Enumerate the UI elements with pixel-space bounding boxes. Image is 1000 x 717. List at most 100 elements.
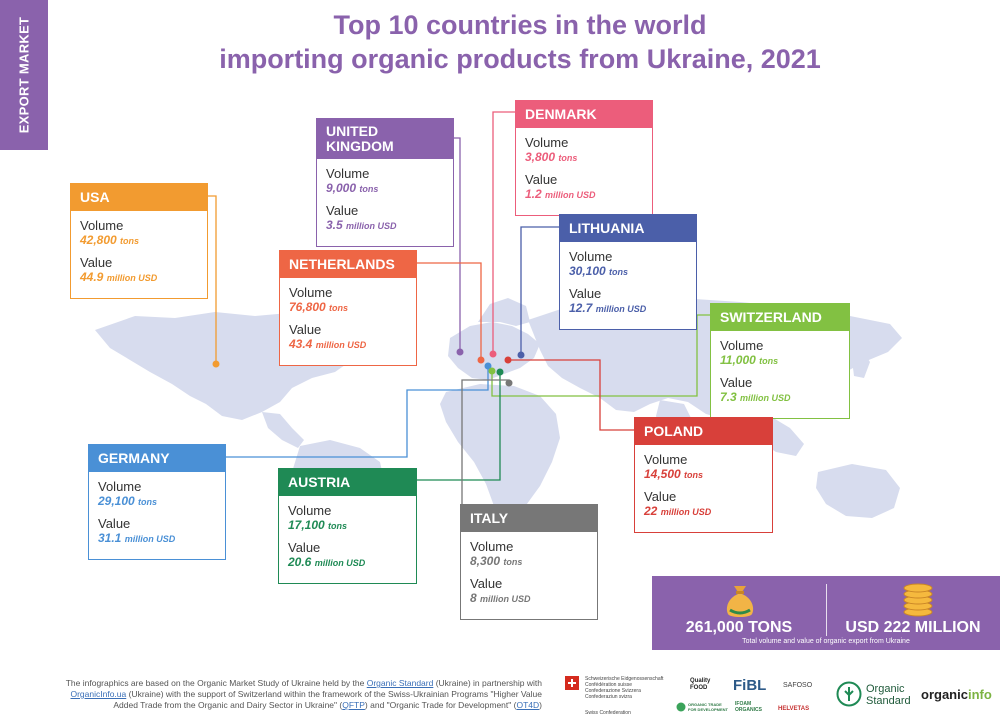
netherlands-value-unit: million USD bbox=[315, 340, 367, 350]
volume-label: Volume bbox=[289, 285, 333, 300]
germany-volume-unit: tons bbox=[138, 497, 158, 507]
switzerland-card: SWITZERLAND Volume 11,000 tons Value 7.3… bbox=[710, 303, 850, 419]
switzerland-name: SWITZERLAND bbox=[711, 304, 849, 331]
netherlands-value: 43.4 bbox=[289, 337, 313, 351]
value-label: Value bbox=[288, 540, 321, 555]
denmark-volume: 3,800 bbox=[525, 150, 556, 164]
italy-volume: 8,300 bbox=[470, 554, 501, 568]
organicinfo-part: info bbox=[967, 687, 992, 702]
swiss-flag-icon bbox=[565, 676, 579, 690]
denmark-volume-unit: tons bbox=[558, 153, 578, 163]
value-label: Value bbox=[289, 322, 322, 337]
volume-label: Volume bbox=[720, 338, 764, 353]
italy-value: 8 bbox=[470, 591, 477, 605]
totals-divider bbox=[826, 584, 827, 636]
germany-value: 31.1 bbox=[98, 531, 122, 545]
value-label: Value bbox=[326, 203, 359, 218]
austria-value: 20.6 bbox=[288, 555, 312, 569]
austria-marker bbox=[496, 368, 504, 376]
austria-volume-unit: tons bbox=[328, 521, 348, 531]
footer-text-part: The infographics are based on the Organi… bbox=[65, 678, 367, 688]
italy-name: ITALY bbox=[461, 505, 597, 532]
germany-marker bbox=[484, 362, 492, 370]
usa-name: USA bbox=[71, 184, 207, 211]
volume-label: Volume bbox=[644, 452, 688, 467]
austria-volume: 17,100 bbox=[288, 518, 325, 532]
italy-value-unit: million USD bbox=[480, 594, 531, 604]
ifoam-logo: IFOAM ORGANICS bbox=[735, 701, 762, 713]
footer-text: The infographics are based on the Organi… bbox=[52, 678, 542, 711]
italy-marker bbox=[505, 379, 513, 387]
usa-volume: 42,800 bbox=[80, 233, 117, 247]
volume-label: Volume bbox=[569, 249, 613, 264]
organic-trade-text: ORGANIC TRADE FOR DEVELOPMENT bbox=[688, 702, 729, 712]
usa-marker bbox=[212, 360, 220, 368]
lithuania-leader bbox=[520, 226, 559, 355]
italy-card: ITALY Volume 8,300 tons Value 8 million … bbox=[460, 504, 598, 620]
austria-leader bbox=[416, 372, 501, 481]
volume-label: Volume bbox=[326, 166, 370, 181]
organicinfo-link[interactable]: OrganicInfo.ua bbox=[70, 689, 127, 699]
volume-label: Volume bbox=[288, 503, 332, 518]
usa-value: 44.9 bbox=[80, 270, 104, 284]
organic-standard-emblem-icon bbox=[836, 681, 862, 707]
netherlands-volume: 76,800 bbox=[289, 300, 326, 314]
coin-stack-icon bbox=[903, 583, 933, 617]
japan-shape bbox=[852, 350, 870, 378]
lithuania-volume-unit: tons bbox=[609, 267, 629, 277]
denmark-value-unit: million USD bbox=[545, 190, 596, 200]
swiss-logo-line: Confédération suisse bbox=[585, 682, 632, 688]
lithuania-value: 12.7 bbox=[569, 301, 593, 315]
denmark-value: 1.2 bbox=[525, 187, 542, 201]
fibl-logo: FiBL bbox=[733, 677, 767, 694]
swiss-logo-line: Confederazione Svizzera bbox=[585, 688, 641, 694]
export-market-tab: EXPORT MARKET bbox=[0, 0, 48, 150]
organic-standard-link[interactable]: Organic Standard bbox=[366, 678, 434, 688]
money-bag-icon bbox=[726, 586, 754, 617]
denmark-name: DENMARK bbox=[516, 101, 652, 128]
netherlands-leader bbox=[416, 262, 482, 360]
scandinavia-shape bbox=[478, 298, 530, 326]
denmark-card: DENMARK Volume 3,800 tons Value 1.2 mill… bbox=[515, 100, 653, 216]
austria-value-unit: million USD bbox=[314, 558, 366, 568]
uk-volume: 9,000 bbox=[326, 181, 357, 195]
poland-marker bbox=[504, 356, 512, 364]
value-label: Value bbox=[720, 375, 753, 390]
organic-standard-line: Organic bbox=[866, 683, 905, 695]
footer-text-part: (Ukraine) in partnership with bbox=[433, 678, 542, 688]
ot4d-link[interactable]: OT4D bbox=[516, 700, 540, 710]
qftp-link[interactable]: QFTP bbox=[342, 700, 365, 710]
page-title-line2: importing organic products from Ukraine,… bbox=[219, 44, 821, 74]
poland-card: POLAND Volume 14,500 tons Value 22 milli… bbox=[634, 417, 773, 533]
poland-volume-unit: tons bbox=[684, 470, 704, 480]
usa-value-unit: million USD bbox=[106, 273, 158, 283]
denmark-leader bbox=[492, 111, 516, 354]
organicinfo-part: organic bbox=[921, 687, 968, 702]
italy-volume-unit: tons bbox=[503, 557, 523, 567]
volume-label: Volume bbox=[98, 479, 142, 494]
uk-value-unit: million USD bbox=[346, 221, 397, 231]
volume-label: Volume bbox=[470, 539, 514, 554]
usa-card: USA Volume 42,800 tons Value 44.9 millio… bbox=[70, 183, 208, 299]
germany-name: GERMANY bbox=[89, 445, 225, 472]
germany-card: GERMANY Volume 29,100 tons Value 31.1 mi… bbox=[88, 444, 226, 560]
netherlands-volume-unit: tons bbox=[329, 303, 349, 313]
value-label: Value bbox=[644, 489, 677, 504]
total-usd: USD 222 MILLION bbox=[845, 619, 981, 636]
poland-name: POLAND bbox=[635, 418, 772, 445]
switzerland-value: 7.3 bbox=[720, 390, 737, 404]
denmark-marker bbox=[489, 350, 497, 358]
value-label: Value bbox=[80, 255, 113, 270]
poland-value: 22 bbox=[644, 504, 658, 518]
safoso-logo: SAFOSO bbox=[783, 682, 813, 689]
value-label: Value bbox=[525, 172, 558, 187]
uk-name-line2: KINGDOM bbox=[326, 138, 394, 154]
central-america-shape bbox=[262, 412, 304, 448]
uk-value: 3.5 bbox=[326, 218, 343, 232]
uk-leader bbox=[452, 137, 461, 352]
austria-card: AUSTRIA Volume 17,100 tons Value 20.6 mi… bbox=[278, 468, 417, 584]
poland-volume: 14,500 bbox=[644, 467, 681, 481]
footer-text-part: ) and "Organic Trade for Development" ( bbox=[364, 700, 517, 710]
value-label: Value bbox=[98, 516, 131, 531]
quality-food-logo: Quality FOOD bbox=[690, 678, 711, 691]
